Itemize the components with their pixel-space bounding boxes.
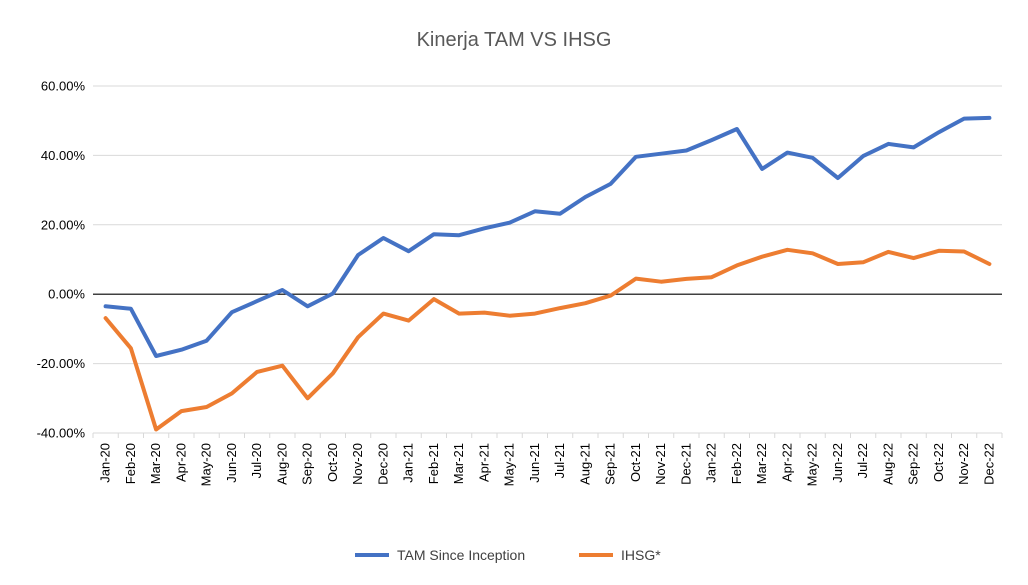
x-tick-label: Oct-22 [931,443,946,482]
x-tick-label: Jan-20 [98,443,113,483]
x-tick-label: Mar-20 [148,443,163,484]
y-tick-label: -40.00% [37,426,86,441]
series-line-tam [103,115,992,358]
x-tick-label: Sep-22 [906,443,921,485]
y-tick-label: 60.00% [41,79,86,94]
legend-label-tam: TAM Since Inception [397,547,525,563]
x-tick-label: Aug-21 [577,443,592,485]
x-tick-label: Jun-21 [527,443,542,483]
gridlines [92,85,1003,438]
y-axis-ticks: 60.00% 40.00% 20.00% 0.00% -20.00% -40.00% [37,79,86,441]
series-lines [103,115,992,432]
x-tick-label: Mar-22 [754,443,769,484]
y-tick-label: -20.00% [37,356,86,371]
x-tick-label: Jul-22 [855,443,870,478]
x-tick-label: Aug-20 [274,443,289,485]
x-tick-label: Mar-21 [451,443,466,484]
x-tick-label: Nov-21 [653,443,668,485]
chart-title: Kinerja TAM VS IHSG [417,29,612,51]
x-tick-label: Dec-22 [981,443,996,485]
y-tick-label: 40.00% [41,148,86,163]
x-tick-label: Dec-20 [375,443,390,485]
x-tick-label: Dec-21 [678,443,693,485]
x-tick-label: Sep-20 [300,443,315,485]
x-tick-label: May-20 [199,443,214,486]
x-tick-label: Sep-21 [603,443,618,485]
x-axis-ticks: Jan-20 Feb-20 Mar-20 Apr-20 May-20 Jun-20 Jul-… [98,443,997,486]
x-tick-label: Nov-20 [350,443,365,485]
x-tick-label: Jan-21 [401,443,416,483]
x-tick-label: Apr-21 [476,443,491,482]
x-tick-label: Apr-22 [779,443,794,482]
series-line-ihsg [103,247,992,432]
x-tick-label: Jun-20 [224,443,239,483]
legend-label-ihsg: IHSG* [621,547,661,563]
y-tick-label: 0.00% [48,287,85,302]
x-tick-label: Jan-22 [704,443,719,483]
x-tick-label: May-21 [502,443,517,486]
x-tick-label: Jul-21 [552,443,567,478]
x-tick-label: Jun-22 [830,443,845,483]
x-tick-label: May-22 [805,443,820,486]
x-tick-label: Feb-20 [123,443,138,484]
y-tick-label: 20.00% [41,217,86,232]
legend: TAM Since Inception IHSG* [355,547,661,563]
x-tick-label: Jul-20 [249,443,264,478]
x-tick-label: Nov-22 [956,443,971,485]
x-tick-label: Aug-22 [880,443,895,485]
x-tick-label: Feb-21 [426,443,441,484]
x-tick-label: Apr-20 [173,443,188,482]
x-tick-label: Oct-21 [628,443,643,482]
x-tick-label: Feb-22 [729,443,744,484]
x-tick-label: Oct-20 [325,443,340,482]
